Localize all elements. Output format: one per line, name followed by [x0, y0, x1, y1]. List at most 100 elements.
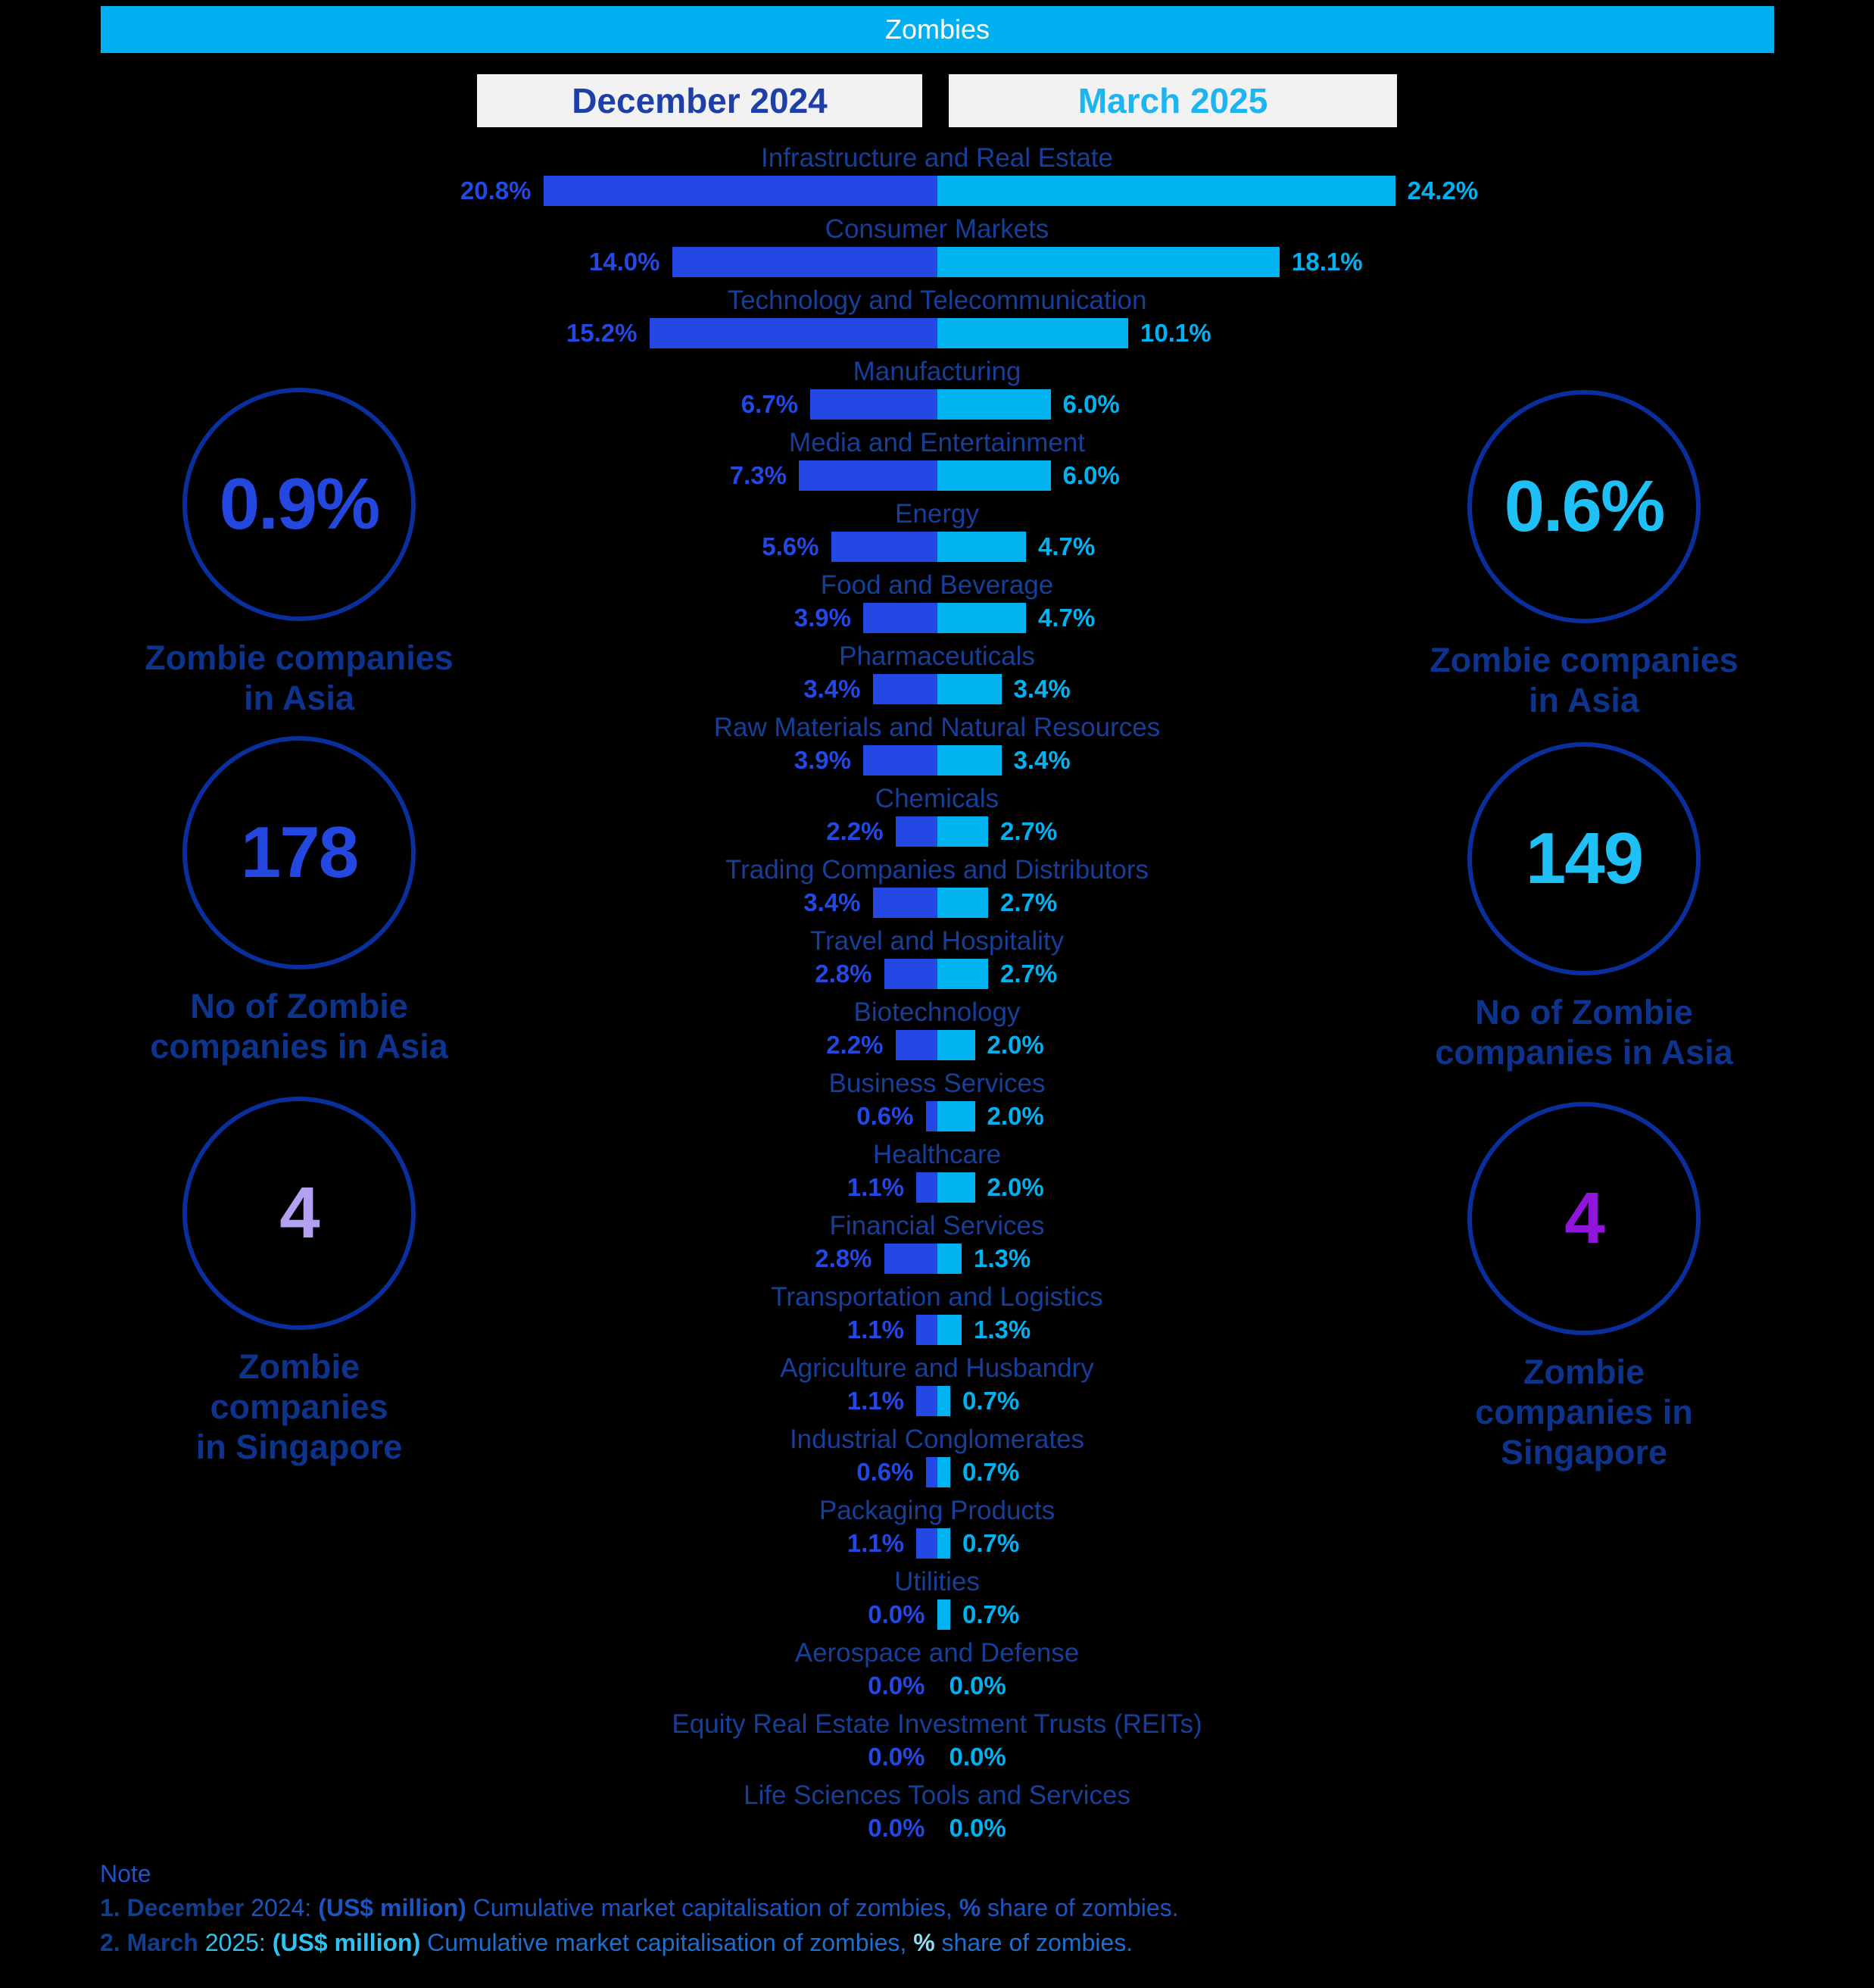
chart-row: Packaging Products 1.1% 0.7% — [0, 1493, 1874, 1565]
bar-december — [649, 318, 937, 348]
category-label: Chemicals — [875, 784, 999, 813]
bar-pair: 6.7% 6.0% — [0, 389, 1874, 420]
value-december: 3.9% — [794, 604, 851, 632]
category-label: Life Sciences Tools and Services — [743, 1780, 1131, 1810]
bar-december — [831, 532, 937, 562]
chart-row: Media and Entertainment 7.3% 6.0% — [0, 426, 1874, 497]
legend-december-2024: December 2024 — [477, 74, 922, 127]
chart-row: Life Sciences Tools and Services 0.0% 0.0% — [0, 1778, 1874, 1849]
legend-march-2025: March 2025 — [949, 74, 1397, 127]
value-march: 1.3% — [974, 1315, 1031, 1344]
bar-march — [937, 532, 1026, 562]
stat-caption: Zombie companies in Singapore — [195, 1347, 403, 1467]
category-label: Media and Entertainment — [788, 428, 1086, 457]
chart-row: Agriculture and Husbandry 1.1% 0.7% — [0, 1351, 1874, 1422]
bar-december — [543, 176, 937, 206]
value-december: 1.1% — [847, 1387, 904, 1415]
stat-caption: No of Zombie companies in Asia — [1435, 993, 1733, 1072]
bar-march — [937, 1315, 962, 1345]
stat-circle: 0.9% — [182, 388, 416, 621]
chart-row: Food and Beverage 3.9% 4.7% — [0, 568, 1874, 639]
category-label: Packaging Products — [819, 1496, 1055, 1525]
note-lines: 1. December 2024: (US$ million) Cumulati… — [100, 1890, 1788, 1960]
bar-december — [916, 1528, 937, 1559]
category-label: Food and Beverage — [820, 570, 1054, 600]
bar-march — [937, 389, 1051, 420]
bar-december — [863, 745, 937, 776]
bar-december — [916, 1172, 937, 1203]
chart-row: Technology and Telecommunication 15.2% 10.… — [0, 283, 1874, 354]
chart-row: Trading Companies and Distributors 3.4% 2.… — [0, 853, 1874, 924]
legend-march-label: March 2025 — [1077, 81, 1268, 120]
bar-pair: 2.8% 2.7% — [0, 959, 1874, 989]
stat-circle: 178 — [182, 736, 416, 969]
stat-circle: 149 — [1467, 742, 1701, 975]
bar-march — [937, 460, 1051, 491]
chart-row: Biotechnology 2.2% 2.0% — [0, 995, 1874, 1066]
value-december: 3.4% — [803, 675, 861, 703]
value-march: 2.7% — [1000, 817, 1058, 845]
chart-row: Travel and Hospitality 2.8% 2.7% — [0, 924, 1874, 995]
stat-zombie-count-asia-mar: 149 No of Zombie companies in Asia — [1372, 742, 1796, 1072]
category-label: Manufacturing — [853, 357, 1021, 386]
bar-pair: 2.8% 1.3% — [0, 1244, 1874, 1274]
bar-march — [937, 888, 988, 918]
value-march: 4.7% — [1038, 532, 1096, 560]
value-march: 1.3% — [974, 1244, 1031, 1272]
bar-december — [863, 603, 937, 633]
stat-value: 0.9% — [219, 463, 381, 545]
category-label: Trading Companies and Distributors — [725, 855, 1149, 885]
value-december: 14.0% — [588, 248, 660, 276]
value-march: 2.0% — [987, 1031, 1044, 1059]
value-december: 2.2% — [826, 817, 884, 845]
bar-pair: 7.3% 6.0% — [0, 460, 1874, 491]
value-december: 3.9% — [794, 746, 851, 774]
chart-row: Business Services 0.6% 2.0% — [0, 1066, 1874, 1138]
value-december: 0.0% — [868, 1743, 925, 1771]
bar-pair: 0.6% 0.7% — [0, 1457, 1874, 1487]
bar-pair: 5.6% 4.7% — [0, 532, 1874, 562]
value-march: 18.1% — [1292, 248, 1363, 276]
bar-march — [937, 1172, 975, 1203]
bar-pair: 20.8% 24.2% — [0, 176, 1874, 206]
chart-row: Energy 5.6% 4.7% — [0, 497, 1874, 568]
stat-zombie-share-asia-dec: 0.9% Zombie companies in Asia — [87, 388, 511, 718]
value-march: 2.7% — [1000, 888, 1058, 916]
chart-row: Industrial Conglomerates 0.6% 0.7% — [0, 1422, 1874, 1493]
category-label: Business Services — [828, 1069, 1046, 1098]
category-label: Healthcare — [872, 1140, 1002, 1169]
bar-december — [884, 1244, 937, 1274]
value-march: 10.1% — [1140, 319, 1211, 347]
note-block: Note 1. December 2024: (US$ million) Cum… — [100, 1857, 1788, 1960]
page-title: Zombies — [884, 14, 990, 45]
value-march: 3.4% — [1013, 675, 1071, 703]
bar-december — [925, 1101, 937, 1131]
chart-row: Raw Materials and Natural Resources 3.9% 3… — [0, 710, 1874, 782]
stat-zombie-count-asia-dec: 178 No of Zombie companies in Asia — [87, 736, 511, 1066]
value-december: 0.6% — [856, 1458, 914, 1486]
note-title: Note — [100, 1860, 151, 1887]
stat-value: 178 — [240, 812, 359, 893]
bar-march — [937, 745, 1002, 776]
bar-march — [937, 1457, 950, 1487]
stat-caption: Zombie companies in Asia — [1430, 641, 1738, 720]
category-label: Industrial Conglomerates — [789, 1425, 1085, 1454]
stat-zombie-count-singapore-mar: 4 Zombie companies in Singapore — [1372, 1102, 1796, 1472]
bar-pair: 14.0% 18.1% — [0, 247, 1874, 277]
stat-caption: No of Zombie companies in Asia — [150, 987, 448, 1066]
value-march: 3.4% — [1013, 746, 1071, 774]
bar-march — [937, 318, 1128, 348]
bar-december — [799, 460, 937, 491]
bar-pair: 15.2% 10.1% — [0, 318, 1874, 348]
chart-row: Aerospace and Defense 0.0% 0.0% — [0, 1636, 1874, 1707]
bar-march — [937, 1528, 950, 1559]
category-label: Technology and Telecommunication — [727, 286, 1147, 315]
category-label: Financial Services — [829, 1211, 1045, 1241]
value-december: 7.3% — [729, 461, 787, 489]
stat-zombie-share-asia-mar: 0.6% Zombie companies in Asia — [1372, 390, 1796, 720]
value-march: 2.7% — [1000, 960, 1058, 988]
note-line: 2. March 2025: (US$ million) Cumulative … — [100, 1929, 1133, 1956]
bar-pair: 3.9% 3.4% — [0, 745, 1874, 776]
category-label: Agriculture and Husbandry — [780, 1353, 1094, 1383]
value-march: 0.7% — [962, 1529, 1020, 1557]
